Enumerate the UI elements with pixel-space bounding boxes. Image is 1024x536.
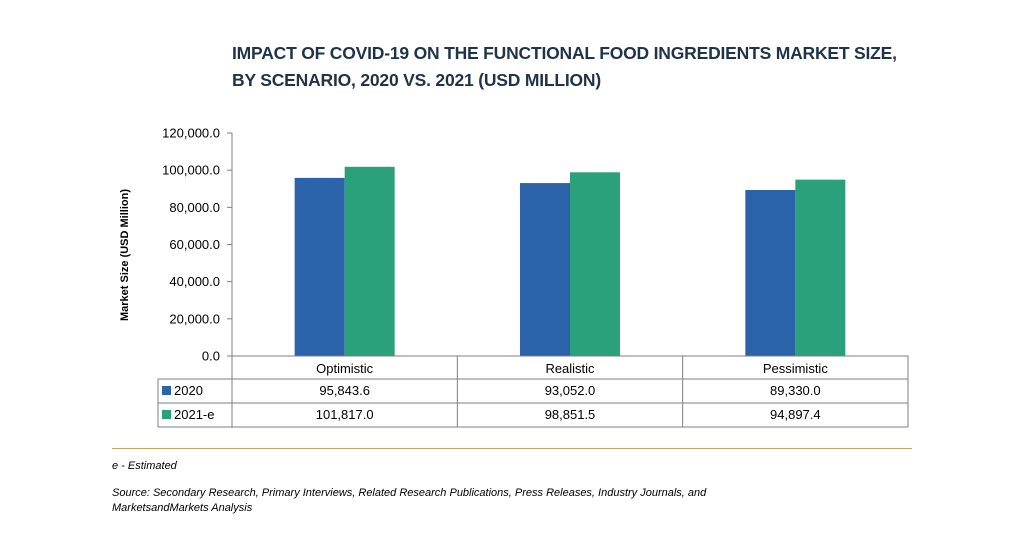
- y-tick-label: 60,000.0: [169, 237, 220, 252]
- chart-title: IMPACT OF COVID-19 ON THE FUNCTIONAL FOO…: [232, 40, 932, 94]
- bar-chart: 0.0 20,000.0 40,000.0 60,000.0 80,000.0 100,0…: [119, 126, 909, 428]
- bar-2020-realistic: [520, 183, 570, 356]
- y-tick-label: 40,000.0: [169, 274, 220, 289]
- source-line-2: MarketsandMarkets Analysis: [112, 502, 253, 514]
- separator-line: [112, 448, 912, 449]
- source-line-1: Source: Secondary Research, Primary Inte…: [112, 487, 707, 499]
- legend-swatch-2021-e: [162, 410, 171, 419]
- chart-title-line-1: IMPACT OF COVID-19 ON THE FUNCTIONAL FOO…: [232, 43, 897, 63]
- legend-label-2021-e: 2021-e: [174, 407, 214, 422]
- bar-2021-e-realistic: [570, 172, 620, 356]
- chart-title-line-2: BY SCENARIO, 2020 VS. 2021 (USD MILLION): [232, 70, 602, 90]
- y-tick-label: 120,000.0: [162, 126, 220, 141]
- bar-2020-pessimistic: [745, 189, 796, 356]
- legend-label-2020: 2020: [174, 383, 203, 398]
- footnote: e - Estimated: [112, 460, 177, 472]
- bar-2021-e-pessimistic: [795, 179, 846, 356]
- data-label: 95,843.6: [319, 383, 370, 398]
- data-label: 89,330.0: [770, 383, 821, 398]
- y-tick-label: 100,000.0: [162, 163, 220, 178]
- bar-2021-e-optimistic: [344, 166, 395, 356]
- y-tick-label: 80,000.0: [169, 200, 220, 215]
- x-category-label: Pessimistic: [763, 361, 829, 376]
- data-label: 98,851.5: [545, 407, 596, 422]
- y-tick-label: 0.0: [202, 349, 220, 364]
- data-label: 94,897.4: [770, 407, 821, 422]
- legend-swatch-2020: [162, 386, 171, 395]
- x-category-label: Optimistic: [316, 361, 374, 376]
- data-label: 101,817.0: [316, 407, 374, 422]
- data-label: 93,052.0: [545, 383, 596, 398]
- y-axis-title: Market Size (USD Million): [119, 189, 131, 321]
- x-category-label: Realistic: [545, 361, 595, 376]
- bar-2020-optimistic: [294, 177, 345, 356]
- y-tick-label: 20,000.0: [169, 311, 220, 326]
